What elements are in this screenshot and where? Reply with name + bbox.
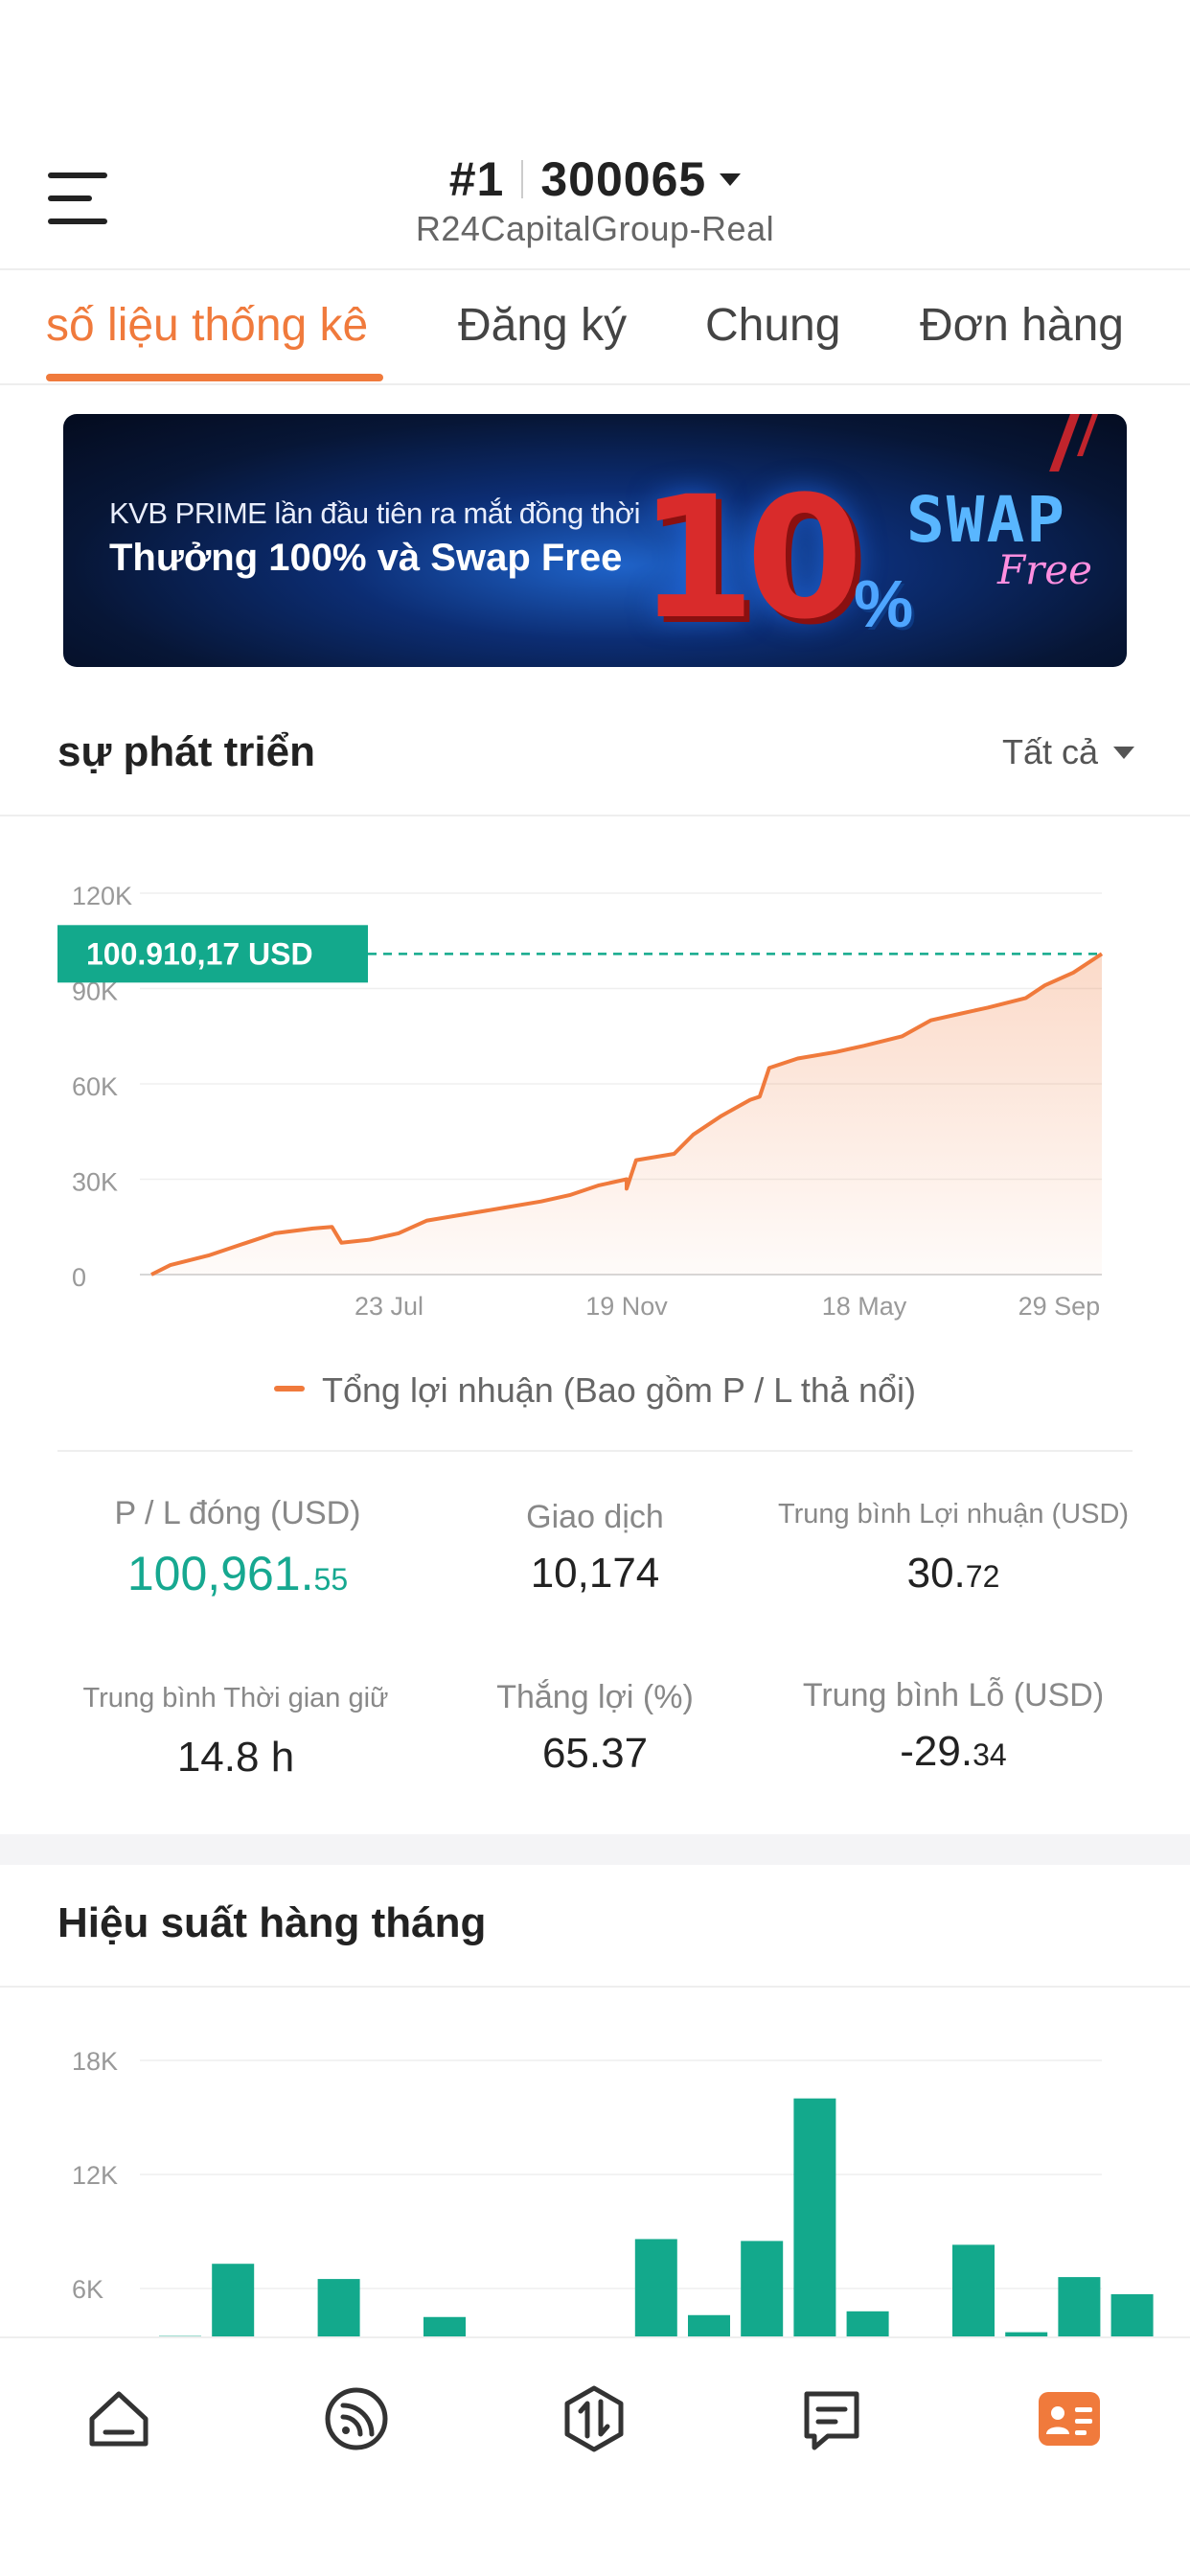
divider	[0, 1986, 1190, 1988]
bottom-navigation	[0, 2336, 1190, 2576]
stat-label: Trung bình Lỗ (USD)	[802, 1677, 1105, 1714]
current-value-label: 100.910,17 USD	[86, 936, 313, 971]
account-selector[interactable]: #1 300065 R24CapitalGroup-Real	[0, 151, 1190, 249]
legend-swatch	[274, 1386, 305, 1392]
banner-swap: SWAP	[906, 483, 1066, 557]
y-tick-label: 12K	[72, 2161, 118, 2190]
banner-line2: Thưởng 100% và Swap Free	[109, 537, 623, 579]
divider	[0, 383, 1190, 385]
current-value-tag: 100.910,17 USD	[57, 925, 368, 983]
monthly-bar[interactable]	[741, 2241, 784, 2336]
stat-value: 14.8 h	[176, 1734, 295, 1781]
x-tick-label: 19 Nov	[585, 1292, 668, 1321]
home-icon[interactable]	[80, 2380, 157, 2457]
tab-subscribe[interactable]: Đăng ký	[458, 300, 628, 351]
stat-value: 30.72	[906, 1550, 1000, 1597]
monthly-bar[interactable]	[688, 2314, 730, 2336]
stat-value: 10,174	[530, 1550, 660, 1597]
account-number: 300065	[540, 152, 707, 206]
monthly-bar[interactable]	[846, 2311, 889, 2336]
x-tick-label: 29 Sep	[1018, 1292, 1101, 1321]
tab-bar: số liệu thống kê Đăng ký Chung Đơn hàng	[0, 270, 1190, 383]
monthly-bar[interactable]	[1058, 2277, 1101, 2336]
banner-free: Free	[997, 546, 1092, 593]
divider	[0, 268, 1190, 270]
y-tick-label: 60K	[72, 1072, 118, 1101]
y-tick-label: 0	[72, 1263, 86, 1292]
x-tick-label: 18 May	[822, 1292, 907, 1321]
stat-label: Thắng lợi (%)	[496, 1679, 694, 1715]
stat-trades: Giao dịch 10,174	[413, 1499, 777, 1598]
monthly-bar[interactable]	[1110, 2293, 1154, 2336]
growth-title: sự phát triển	[57, 728, 316, 775]
divider	[0, 815, 1190, 816]
tab-general[interactable]: Chung	[705, 300, 841, 351]
stat-win-rate: Thắng lợi (%) 65.37	[413, 1679, 777, 1778]
chevron-down-icon	[720, 172, 742, 186]
monthly-bar[interactable]	[1005, 2332, 1048, 2336]
stat-avg-loss: Trung bình Lỗ (USD) -29.34	[771, 1677, 1135, 1776]
chevron-down-icon	[1113, 746, 1134, 759]
period-filter-label: Tất cả	[1001, 732, 1098, 771]
growth-area	[151, 954, 1102, 1275]
y-tick-label: 6K	[72, 2275, 103, 2304]
period-filter[interactable]: Tất cả	[1002, 732, 1134, 772]
monthly-bar[interactable]	[952, 2244, 995, 2336]
stat-avg-hold: Trung bình Thời gian giữ 14.8 h	[54, 1683, 418, 1782]
monthly-chart[interactable]: 18K 12K 6K	[0, 2032, 1190, 2336]
stat-value: 65.37	[541, 1730, 649, 1777]
tab-active-indicator	[46, 374, 383, 381]
y-tick-label: 30K	[72, 1168, 118, 1197]
message-icon[interactable]	[793, 2380, 870, 2457]
account-server: R24CapitalGroup-Real	[415, 209, 775, 248]
stat-label: Giao dịch	[526, 1499, 664, 1535]
broadcast-icon[interactable]	[318, 2380, 395, 2457]
stat-closed-pl: P / L đóng (USD) 100,961.55	[56, 1495, 420, 1601]
stat-value: -29.34	[900, 1728, 1007, 1775]
legend-label: Tổng lợi nhuận (Bao gồm P / L thả nổi)	[322, 1370, 916, 1410]
account-separator	[521, 160, 524, 198]
monthly-bar[interactable]	[634, 2239, 677, 2336]
growth-line	[150, 952, 1104, 1276]
stat-avg-profit: Trung bình Lợi nhuận (USD) 30.72	[771, 1499, 1135, 1598]
divider	[57, 1450, 1133, 1452]
profile-card-icon[interactable]	[1031, 2380, 1108, 2457]
banner-decoration	[1049, 414, 1080, 472]
stat-label: P / L đóng (USD)	[114, 1495, 361, 1531]
account-header: #1 300065 R24CapitalGroup-Real	[0, 134, 1190, 268]
stat-label: Trung bình Thời gian giữ	[82, 1683, 389, 1714]
y-tick-label: 18K	[72, 2047, 118, 2076]
tab-statistics[interactable]: số liệu thống kê	[46, 300, 369, 351]
banner-big-number: 10	[638, 460, 863, 656]
section-separator	[0, 1834, 1190, 1865]
trade-icon[interactable]	[556, 2380, 632, 2457]
monthly-title: Hiệu suất hàng tháng	[57, 1899, 487, 1946]
tab-orders[interactable]: Đơn hàng	[920, 300, 1124, 351]
monthly-bar[interactable]	[212, 2264, 255, 2336]
stat-value: 100,961.55	[126, 1547, 349, 1600]
banner-line1: KVB PRIME lần đầu tiên ra mắt đồng thời	[109, 496, 640, 530]
banner-percent: %	[854, 566, 914, 641]
monthly-bar[interactable]	[423, 2316, 466, 2336]
x-tick-label: 23 Jul	[355, 1292, 423, 1321]
y-tick-label: 120K	[72, 882, 132, 910]
stat-label: Trung bình Lợi nhuận (USD)	[777, 1499, 1130, 1530]
promo-banner[interactable]: KVB PRIME lần đầu tiên ra mắt đồng thời …	[63, 414, 1127, 667]
hamburger-menu-icon[interactable]	[48, 172, 107, 226]
monthly-bar[interactable]	[317, 2279, 360, 2336]
monthly-bar[interactable]	[793, 2098, 836, 2336]
account-rank: #1	[448, 152, 505, 206]
chart-legend: Tổng lợi nhuận (Bao gồm P / L thả nổi)	[0, 1370, 1190, 1411]
banner-decoration	[1076, 414, 1099, 456]
